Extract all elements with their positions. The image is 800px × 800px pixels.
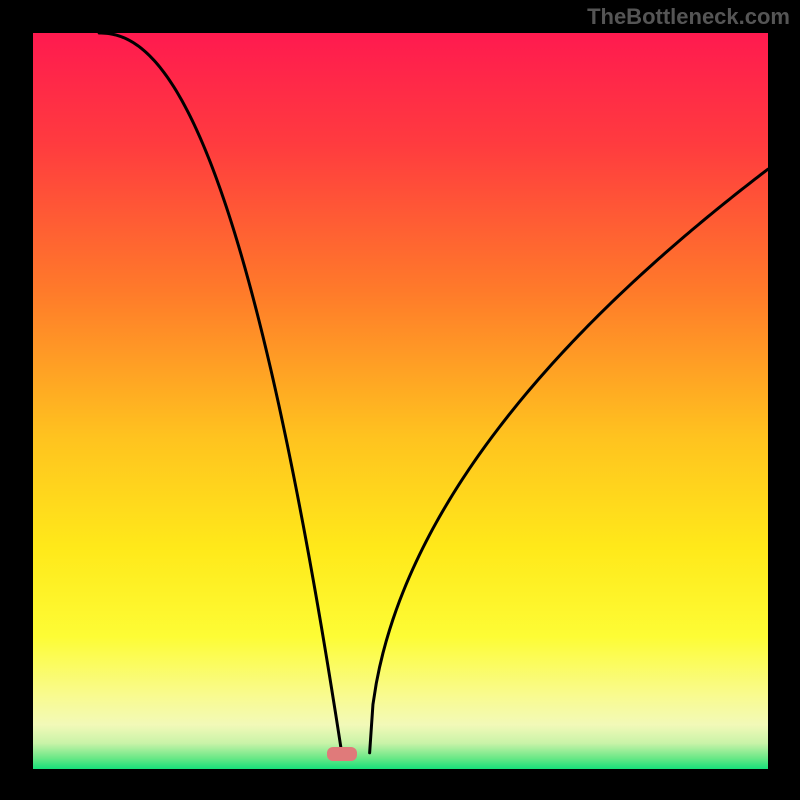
chart-plot-area (33, 33, 768, 769)
optimum-marker (327, 747, 357, 761)
bottleneck-curve (33, 33, 768, 769)
watermark-text: TheBottleneck.com (587, 4, 790, 30)
